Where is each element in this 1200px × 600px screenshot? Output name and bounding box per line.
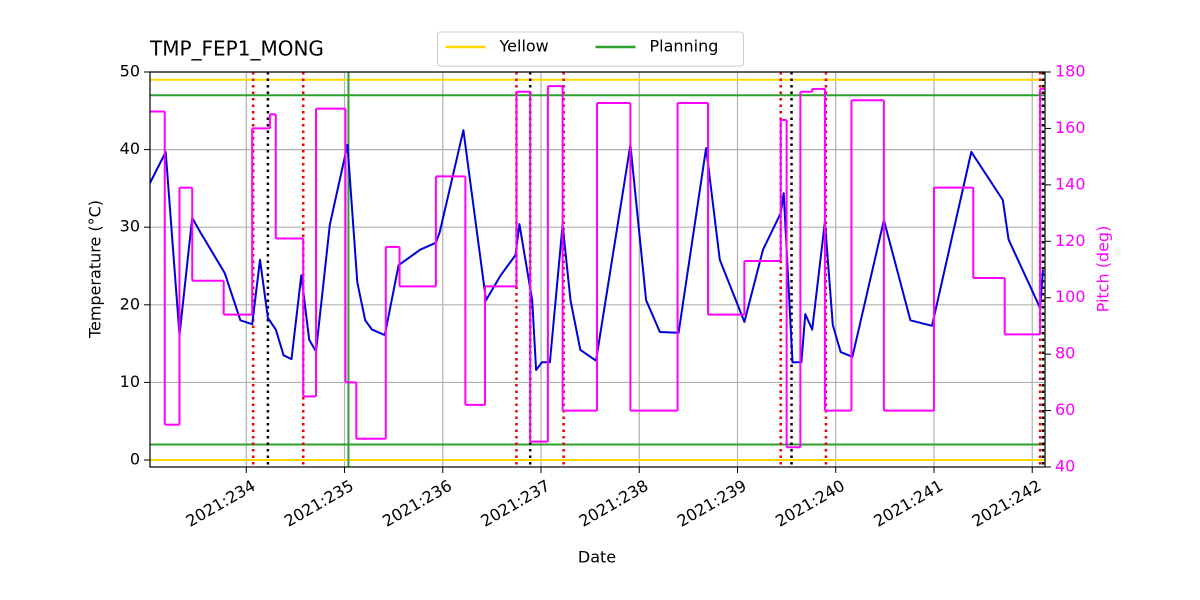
y2-tick-label: 140 [1055,174,1086,193]
temperature-line [150,129,1044,371]
y2-tick-label: 120 [1055,231,1086,250]
x-tick-label: 2021:242 [969,476,1045,531]
x-tick-label: 2021:234 [183,476,259,531]
y2-axis-label: Pitch (deg) [1094,226,1113,313]
y-tick-label: 0 [130,450,140,469]
x-tick-label: 2021:235 [281,476,357,531]
y-tick-label: 20 [120,294,140,313]
y-tick-label: 40 [120,139,140,158]
legend-box [437,31,744,67]
x-tick-label: 2021:237 [477,476,553,531]
y-axis-label: Temperature (°C) [86,200,105,339]
plot-area [150,72,1045,467]
y2-tick-label: 160 [1055,118,1086,137]
x-tick-label: 2021:239 [674,476,750,531]
y-tick-label: 30 [120,217,140,236]
y2-tick-label: 180 [1055,62,1086,81]
y2-tick-label: 80 [1055,344,1075,363]
y2-tick-label: 40 [1055,457,1075,476]
x-tick-label: 2021:238 [576,476,652,531]
chart-title: TMP_FEP1_MONG [149,37,324,61]
x-tick-label: 2021:241 [870,476,946,531]
y-tick-label: 50 [120,62,140,81]
plot-frame [149,71,1046,468]
x-tick-label: 2021:240 [772,476,848,531]
legend-label: Yellow [499,37,549,56]
y-tick-label: 10 [120,372,140,391]
legend-label: Planning [650,37,719,56]
y2-tick-label: 60 [1055,400,1075,419]
y2-tick-label: 100 [1055,287,1086,306]
x-axis-label: Date [578,548,616,567]
x-tick-label: 2021:236 [379,476,455,531]
